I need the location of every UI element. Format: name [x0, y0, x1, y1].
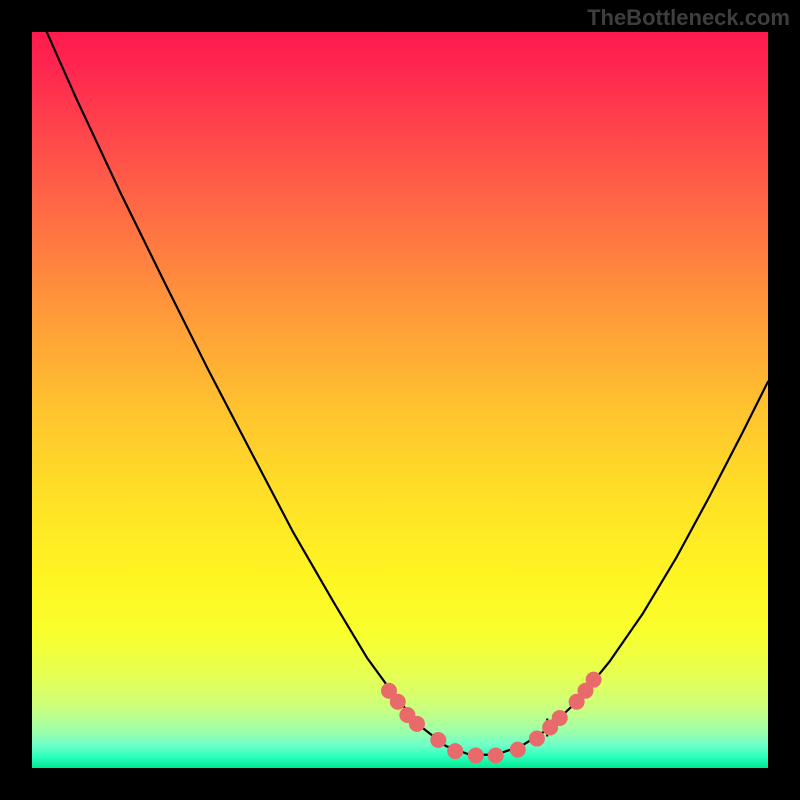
chart-overlay	[32, 32, 768, 768]
chart-frame: TheBottleneck.com	[0, 0, 800, 800]
data-marker	[488, 747, 504, 763]
data-marker	[510, 742, 526, 758]
data-marker	[430, 732, 446, 748]
watermark-text: TheBottleneck.com	[587, 5, 790, 31]
bottleneck-curve	[32, 32, 768, 755]
data-marker	[468, 747, 484, 763]
data-marker	[390, 694, 406, 710]
data-marker	[409, 716, 425, 732]
data-marker	[586, 672, 602, 688]
data-marker	[552, 710, 568, 726]
plot-area	[32, 32, 768, 768]
data-marker	[447, 743, 463, 759]
data-marker	[529, 731, 545, 747]
